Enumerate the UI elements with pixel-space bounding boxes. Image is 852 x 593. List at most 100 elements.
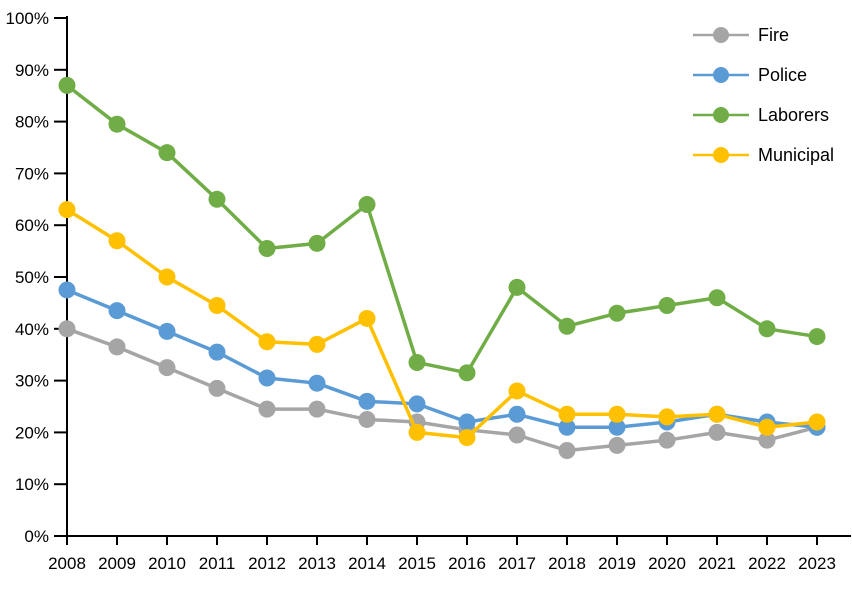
x-tick-label: 2011 [199,554,236,573]
x-tick-label: 2022 [748,554,786,573]
y-tick-label: 10% [15,475,49,494]
y-tick-label: 60% [15,216,49,235]
y-tick-label: 70% [15,164,49,183]
data-point-fire-2014 [358,410,376,428]
fire-series-marker-icon [693,26,749,44]
y-tick-label: 90% [15,61,49,80]
data-point-laborers-2021 [708,289,726,307]
data-point-laborers-2015 [408,353,426,371]
data-point-laborers-2018 [558,317,576,335]
y-tick-label: 0% [24,527,49,546]
data-point-laborers-2023 [808,328,826,346]
legend-label-municipal: Municipal [758,144,835,165]
x-tick-label: 2015 [398,554,436,573]
x-tick-label: 2020 [648,554,686,573]
series-line-municipal [65,207,819,440]
data-point-police-2015 [408,395,426,413]
data-point-municipal-2009 [108,232,126,250]
data-point-municipal-2010 [158,268,176,286]
series-line-laborers [65,83,819,375]
data-point-laborers-2017 [508,278,526,296]
data-point-fire-2020 [658,431,676,449]
legend-item-municipal[interactable]: Municipal [693,135,834,175]
x-tick-label: 2013 [298,554,336,573]
data-point-police-2019 [608,418,626,436]
data-point-municipal-2008 [58,201,76,219]
data-point-police-2008 [58,281,76,299]
legend-item-police[interactable]: Police [693,55,834,95]
data-point-municipal-2015 [408,423,426,441]
x-tick-label: 2008 [48,554,86,573]
data-point-laborers-2009 [108,115,126,133]
x-tick-label: 2017 [498,554,536,573]
legend-item-fire[interactable]: Fire [693,15,834,55]
data-point-municipal-2016 [458,429,476,447]
laborers-series-marker-icon [693,106,749,124]
y-tick-label: 100% [6,9,49,28]
x-tick-label: 2012 [248,554,286,573]
legend-label-police: Police [758,64,808,85]
series-line-fire [65,327,819,453]
y-tick-label: 50% [15,268,49,287]
data-point-laborers-2013 [308,234,326,252]
series-line-police [65,288,819,429]
municipal-series-marker-icon [693,146,749,164]
data-point-municipal-2019 [608,405,626,423]
x-tick-label: 2018 [548,554,586,573]
data-point-fire-2012 [258,400,276,418]
data-point-municipal-2013 [308,335,326,353]
data-point-police-2018 [558,418,576,436]
legend-item-laborers[interactable]: Laborers [693,95,834,135]
data-point-municipal-2017 [508,382,526,400]
data-point-municipal-2014 [358,309,376,327]
data-point-municipal-2011 [208,296,226,314]
x-tick-label: 2023 [798,554,836,573]
data-point-laborers-2020 [658,296,676,314]
x-tick-label: 2019 [598,554,636,573]
data-point-police-2017 [508,405,526,423]
data-point-laborers-2008 [58,76,76,94]
data-point-laborers-2011 [208,190,226,208]
data-point-police-2012 [258,369,276,387]
x-tick-label: 2014 [348,554,386,573]
data-point-police-2009 [108,302,126,320]
data-point-police-2016 [458,413,476,431]
data-point-fire-2018 [558,442,576,460]
data-point-municipal-2021 [708,405,726,423]
data-point-laborers-2016 [458,364,476,382]
data-point-fire-2009 [108,338,126,356]
data-point-municipal-2023 [808,413,826,431]
data-point-fire-2010 [158,359,176,377]
y-tick-label: 30% [15,372,49,391]
data-point-municipal-2018 [558,405,576,423]
data-point-fire-2019 [608,436,626,454]
police-series-marker-icon [693,66,749,84]
data-point-municipal-2012 [258,333,276,351]
legend-label-fire: Fire [758,24,789,45]
data-point-police-2013 [308,374,326,392]
data-point-laborers-2012 [258,240,276,258]
data-point-laborers-2010 [158,144,176,162]
data-point-fire-2013 [308,400,326,418]
data-point-laborers-2019 [608,304,626,322]
legend-label-laborers: Laborers [758,104,830,125]
x-tick-label: 2009 [98,554,136,573]
data-point-fire-2017 [508,426,526,444]
data-point-police-2011 [208,343,226,361]
x-tick-label: 2021 [698,554,736,573]
data-point-municipal-2020 [658,408,676,426]
data-point-fire-2011 [208,379,226,397]
data-point-fire-2021 [708,423,726,441]
data-point-municipal-2022 [758,418,776,436]
legend: Fire Police Laborers [693,15,834,175]
y-tick-label: 40% [15,320,49,339]
data-point-laborers-2022 [758,320,776,338]
data-point-laborers-2014 [358,195,376,213]
data-point-police-2014 [358,392,376,410]
x-tick-label: 2016 [448,554,486,573]
data-point-fire-2008 [58,320,76,338]
data-point-police-2010 [158,322,176,340]
data-point-fire-2022 [758,431,776,449]
